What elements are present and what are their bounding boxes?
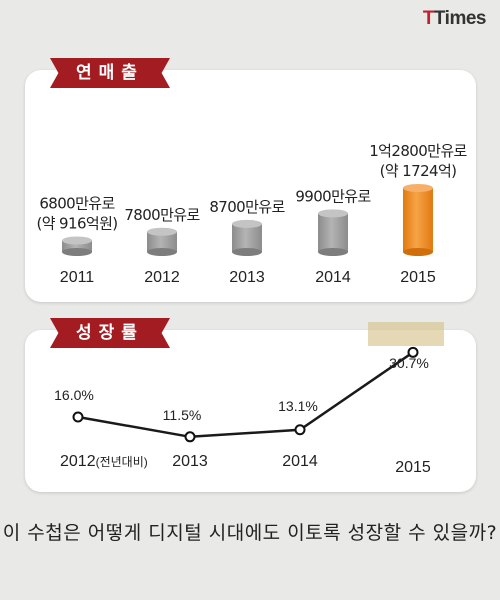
tick-2011: 2011 bbox=[60, 269, 95, 286]
bar-base-2012 bbox=[147, 248, 177, 256]
closing-question: 이 수첩은 어떻게 디지털 시대에도 이토록 성장할 수 있을까? bbox=[2, 522, 498, 544]
tick-2014: 2014 bbox=[315, 269, 351, 286]
tape-decoration bbox=[368, 322, 444, 346]
point-2012 bbox=[72, 411, 84, 423]
bar-top-2012 bbox=[147, 227, 177, 236]
revenue-title-ribbon: 연매출 bbox=[50, 58, 170, 88]
growth-tick-2012: 2012(전년대비) bbox=[60, 453, 148, 470]
bar-top-2014 bbox=[318, 209, 348, 218]
bar-top-2013 bbox=[232, 219, 262, 228]
point-label-2013: 11.5% bbox=[163, 407, 202, 423]
bar-label-2011-sub: (약 916억원) bbox=[36, 215, 117, 233]
bar-top-2015 bbox=[403, 184, 433, 192]
logo-times: Times bbox=[433, 8, 487, 29]
bar-label-2011: 6800만유로 bbox=[39, 195, 115, 213]
bar-label-2015: 1억2800만유로 bbox=[369, 142, 467, 160]
bar-top-2011 bbox=[62, 236, 92, 245]
bar-base-2011 bbox=[62, 248, 92, 256]
bar-label-2012: 7800만유로 bbox=[124, 206, 200, 224]
bar-2012 bbox=[147, 231, 177, 252]
point-label-2015: 30.7% bbox=[389, 355, 429, 371]
ttimes-logo: TTimes bbox=[422, 8, 487, 30]
bar-label-2014: 9900만유로 bbox=[295, 187, 371, 205]
tick-2013: 2013 bbox=[229, 269, 265, 286]
tick-2012: 2012 bbox=[144, 269, 180, 286]
bar-base-2014 bbox=[318, 248, 348, 256]
growth-tick-2014: 2014 bbox=[282, 453, 318, 470]
bar-label-2015-sub: (약 1724억) bbox=[380, 162, 457, 180]
growth-panel bbox=[25, 330, 476, 492]
growth-title-ribbon: 성장률 bbox=[50, 318, 170, 348]
revenue-panel bbox=[25, 70, 476, 302]
bar-base-2015 bbox=[403, 248, 433, 256]
growth-line bbox=[77, 351, 414, 439]
point-2015 bbox=[407, 346, 419, 358]
bar-2013 bbox=[232, 223, 262, 252]
bar-base-2013 bbox=[232, 248, 262, 256]
bar-label-2013: 8700만유로 bbox=[209, 198, 285, 216]
bar-2014 bbox=[318, 213, 348, 252]
bar-2011 bbox=[62, 240, 92, 252]
point-2013 bbox=[184, 431, 196, 443]
growth-tick-note-2012: (전년대비) bbox=[96, 455, 148, 469]
growth-tick-2013: 2013 bbox=[172, 453, 208, 470]
point-label-2012: 16.0% bbox=[54, 387, 94, 403]
bar-2015 bbox=[403, 188, 433, 252]
tick-2015: 2015 bbox=[400, 269, 436, 286]
point-label-2014: 13.1% bbox=[278, 398, 318, 414]
point-2014 bbox=[294, 424, 306, 436]
logo-t: T bbox=[422, 8, 435, 29]
growth-tick-2015: 2015 bbox=[395, 459, 431, 476]
